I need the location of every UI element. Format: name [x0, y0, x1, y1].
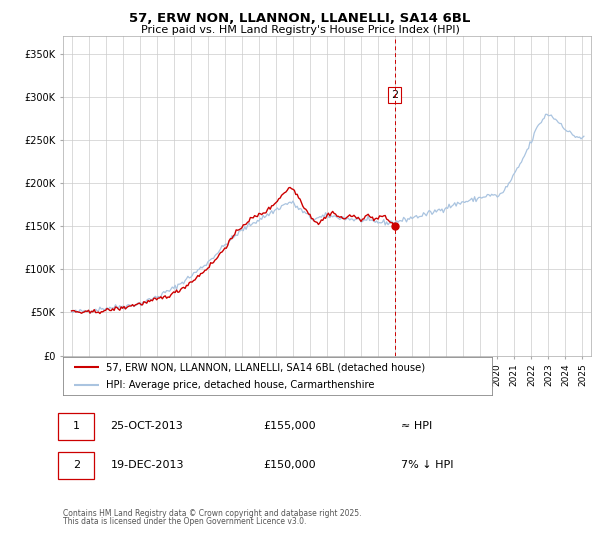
Text: HPI: Average price, detached house, Carmarthenshire: HPI: Average price, detached house, Carm… [106, 380, 374, 390]
Text: 2: 2 [391, 90, 398, 100]
Text: Price paid vs. HM Land Registry's House Price Index (HPI): Price paid vs. HM Land Registry's House … [140, 25, 460, 35]
Text: £150,000: £150,000 [263, 460, 316, 470]
FancyBboxPatch shape [58, 413, 94, 440]
Text: Contains HM Land Registry data © Crown copyright and database right 2025.: Contains HM Land Registry data © Crown c… [63, 509, 361, 518]
Text: 1: 1 [73, 421, 80, 431]
Text: 25-OCT-2013: 25-OCT-2013 [110, 421, 183, 431]
Text: £155,000: £155,000 [263, 421, 316, 431]
Text: 57, ERW NON, LLANNON, LLANELLI, SA14 6BL: 57, ERW NON, LLANNON, LLANELLI, SA14 6BL [130, 12, 470, 25]
Text: This data is licensed under the Open Government Licence v3.0.: This data is licensed under the Open Gov… [63, 517, 307, 526]
FancyBboxPatch shape [58, 452, 94, 479]
Text: 7% ↓ HPI: 7% ↓ HPI [401, 460, 454, 470]
Text: ≈ HPI: ≈ HPI [401, 421, 432, 431]
Text: 19-DEC-2013: 19-DEC-2013 [110, 460, 184, 470]
Text: 2: 2 [73, 460, 80, 470]
Text: 57, ERW NON, LLANNON, LLANELLI, SA14 6BL (detached house): 57, ERW NON, LLANNON, LLANELLI, SA14 6BL… [106, 362, 425, 372]
